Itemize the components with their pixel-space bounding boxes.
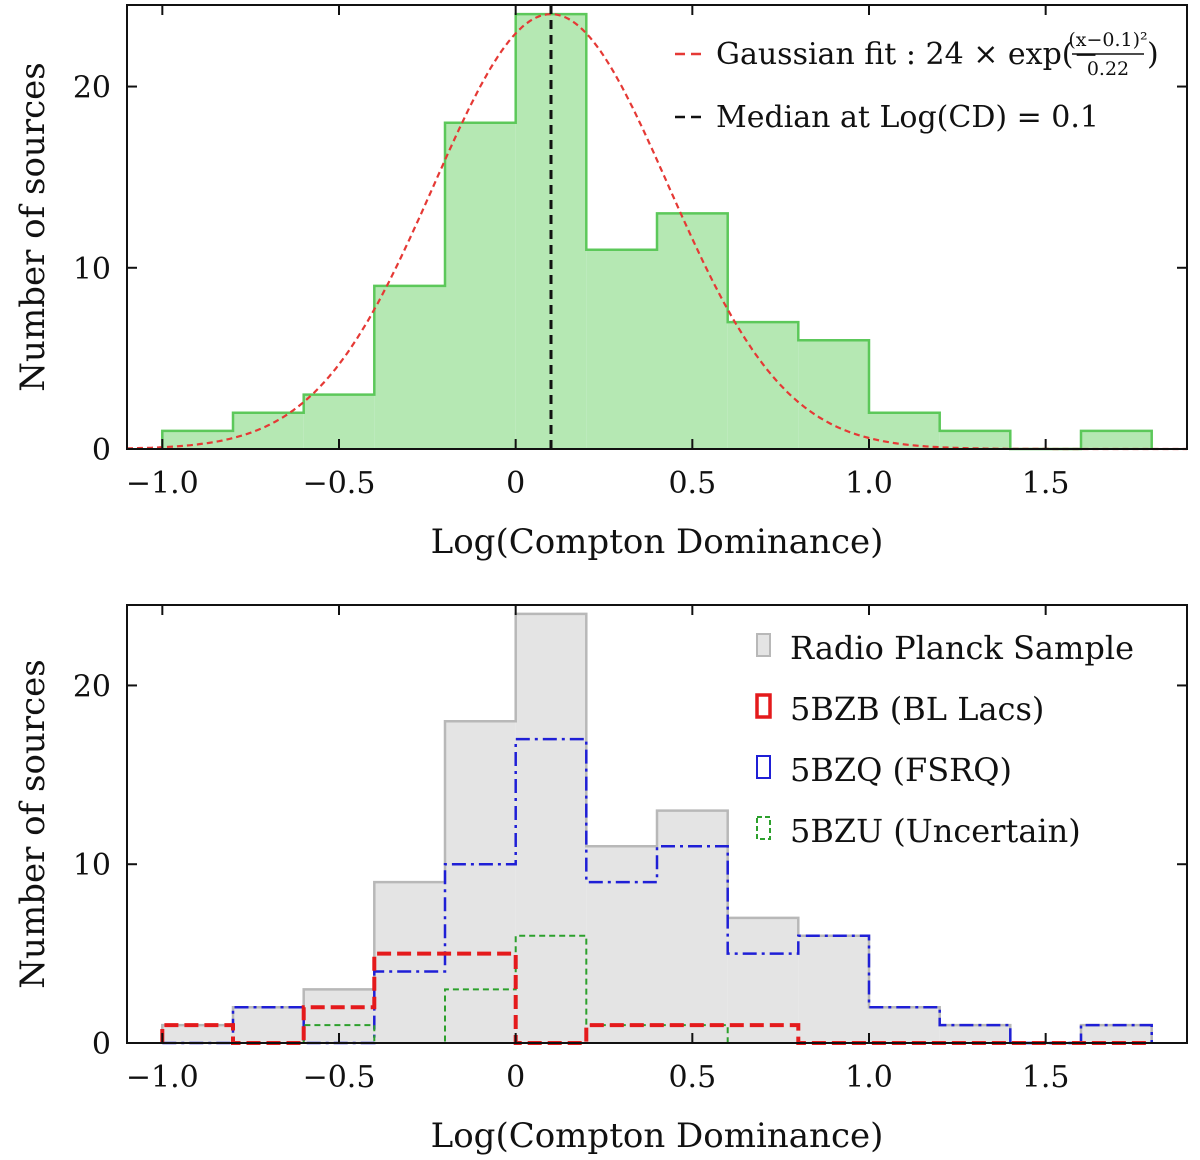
legend-gaussian-close: ) bbox=[1147, 37, 1159, 72]
x-tick-label: 0 bbox=[506, 466, 525, 501]
histogram-bar bbox=[374, 285, 445, 449]
legend-bzq-label: 5BZQ (FSRQ) bbox=[790, 751, 1012, 789]
radio-planck-bar bbox=[727, 917, 799, 1043]
histogram-bar bbox=[869, 412, 940, 449]
radio-planck-bar bbox=[657, 810, 728, 1043]
top-histogram-panel: −1.0 −0.5 0 0.5 1.0 1.5 0 10 20 Log(Compton Domi… bbox=[13, 4, 1188, 562]
x-tick-label: 1.5 bbox=[1022, 466, 1070, 501]
y-tick-label: 10 bbox=[73, 848, 111, 883]
top-curves bbox=[126, 5, 1187, 451]
legend-bzb-label: 5BZB (BL Lacs) bbox=[790, 690, 1044, 728]
legend-gaussian-label: Gaussian fit : 24 × exp(− bbox=[716, 37, 1099, 72]
histogram-bar bbox=[586, 249, 657, 449]
histogram-bar bbox=[233, 412, 304, 449]
x-tick-label: −1.0 bbox=[126, 466, 199, 501]
x-tick-label: 1.0 bbox=[845, 1060, 893, 1095]
y-tick-label: 0 bbox=[92, 433, 111, 468]
y-tick-label: 20 bbox=[73, 669, 111, 704]
y-tick-label: 20 bbox=[73, 71, 111, 106]
legend-bzu-label: 5BZU (Uncertain) bbox=[790, 812, 1081, 850]
radio-planck-outline bbox=[161, 612, 1153, 1045]
radio-planck-bar bbox=[939, 1025, 1011, 1043]
y-tick-label: 0 bbox=[92, 1027, 111, 1062]
radio-planck-bar bbox=[162, 1025, 233, 1043]
bottom-legend: Radio Planck Sample 5BZB (BL Lacs) 5BZQ (F… bbox=[755, 629, 1134, 850]
legend-bzb-swatch bbox=[755, 693, 772, 719]
x-tick-label: 0.5 bbox=[668, 466, 716, 501]
histogram-bar bbox=[162, 430, 233, 449]
histogram-bar bbox=[939, 430, 1011, 449]
legend-bzq-swatch bbox=[756, 755, 771, 779]
x-tick-label: 0.5 bbox=[668, 1060, 716, 1095]
bottom-histogram-panel: −1.0 −0.5 0 0.5 1.0 1.5 0 10 20 Log(Compton Domi… bbox=[13, 604, 1188, 1156]
bottom-histogram-bars bbox=[161, 612, 1153, 1045]
radio-planck-bar bbox=[445, 721, 516, 1043]
histogram-bar bbox=[445, 122, 516, 449]
legend-gaussian-denominator: 0.22 bbox=[1087, 58, 1129, 80]
x-tick-label: −1.0 bbox=[126, 1060, 199, 1095]
bottom-plot-frame bbox=[126, 604, 1188, 1044]
x-tick-label: −0.5 bbox=[303, 466, 376, 501]
radio-planck-bar bbox=[374, 882, 445, 1043]
radio-planck-bar bbox=[1081, 1025, 1152, 1043]
top-plot-frame bbox=[126, 4, 1188, 450]
bottom-y-axis-title: Number of sources bbox=[13, 659, 53, 988]
legend-radio-planck-swatch bbox=[756, 633, 771, 657]
gaussian-fit-curve bbox=[126, 12, 1187, 451]
legend-bzu-swatch bbox=[756, 816, 771, 840]
histogram-bar bbox=[657, 213, 728, 449]
x-tick-label: 1.0 bbox=[845, 466, 893, 501]
legend-radio-planck-label: Radio Planck Sample bbox=[790, 629, 1134, 667]
histogram-outline bbox=[161, 12, 1153, 451]
radio-planck-bar bbox=[798, 935, 869, 1043]
radio-planck-bar bbox=[869, 1007, 940, 1043]
x-tick-label: 0 bbox=[506, 1060, 525, 1095]
top-legend: Gaussian fit : 24 × exp(−(x−0.1)² 0.22) Me… bbox=[675, 29, 1159, 135]
top-histogram-bars bbox=[161, 12, 1153, 451]
histogram-bar bbox=[727, 322, 799, 449]
radio-planck-bar bbox=[586, 846, 657, 1043]
histogram-bar bbox=[798, 340, 869, 449]
y-tick-label: 10 bbox=[73, 252, 111, 287]
bottom-x-axis-title: Log(Compton Dominance) bbox=[431, 1116, 884, 1156]
top-y-axis-title: Number of sources bbox=[13, 62, 53, 391]
bzq-fsrq-step-line bbox=[162, 737, 1153, 1045]
legend-median-label: Median at Log(CD) = 0.1 bbox=[716, 100, 1099, 135]
legend-gaussian-numerator: (x−0.1)² bbox=[1068, 29, 1147, 51]
x-tick-label: 1.5 bbox=[1022, 1060, 1070, 1095]
histogram-bar bbox=[1081, 430, 1152, 449]
radio-planck-bar bbox=[515, 613, 587, 1043]
top-ticks: −1.0 −0.5 0 0.5 1.0 1.5 0 10 20 bbox=[73, 5, 1187, 501]
radio-planck-bar bbox=[233, 1007, 304, 1043]
x-tick-label: −0.5 bbox=[303, 1060, 376, 1095]
bottom-ticks: −1.0 −0.5 0 0.5 1.0 1.5 0 10 20 bbox=[73, 605, 1187, 1095]
top-x-axis-title: Log(Compton Dominance) bbox=[431, 522, 884, 562]
